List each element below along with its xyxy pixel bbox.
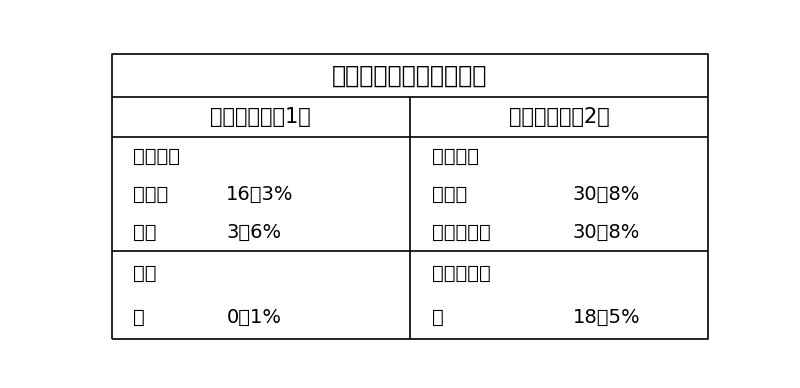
Text: 回收成分: 回收成分	[432, 147, 478, 166]
Text: 硬切屑: 硬切屑	[134, 185, 169, 204]
Text: 30．8%: 30．8%	[573, 223, 640, 242]
Text: 3．6%: 3．6%	[226, 223, 282, 242]
Text: 鐵: 鐵	[134, 308, 145, 327]
Text: 不需要成分: 不需要成分	[432, 264, 490, 283]
Text: 固体成分（注1）: 固体成分（注1）	[210, 107, 311, 127]
Text: 0．1%: 0．1%	[226, 308, 282, 327]
Text: 16．3%: 16．3%	[226, 185, 294, 204]
Text: 二甘醒: 二甘醒	[432, 185, 467, 204]
Text: 硬切削废液（含有成分）: 硬切削废液（含有成分）	[332, 64, 488, 88]
Text: 杂质: 杂质	[134, 264, 157, 283]
Text: 18．5%: 18．5%	[573, 308, 640, 327]
Text: 水: 水	[432, 308, 443, 327]
Text: 30．8%: 30．8%	[573, 185, 640, 204]
Text: 磨粒: 磨粒	[134, 223, 157, 242]
Text: 有用成分: 有用成分	[134, 147, 180, 166]
Text: 液体成分（注2）: 液体成分（注2）	[509, 107, 610, 127]
Text: 丙二醇甲醚: 丙二醇甲醚	[432, 223, 490, 242]
